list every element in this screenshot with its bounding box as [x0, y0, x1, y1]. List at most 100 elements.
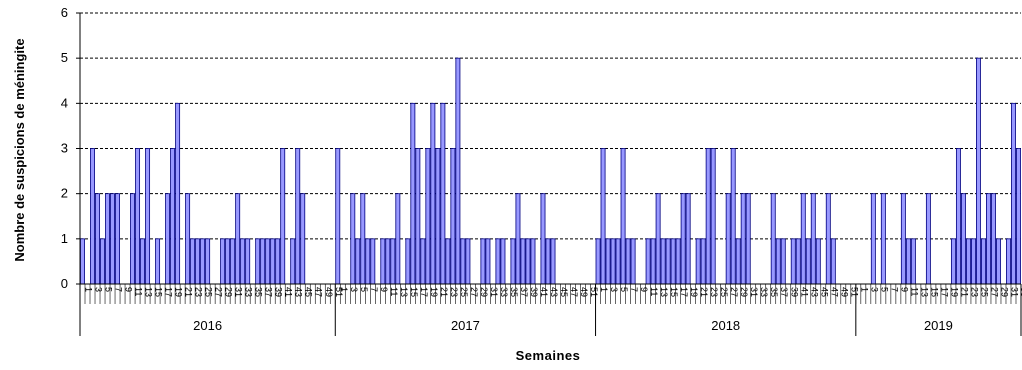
week-tick-label: 29	[739, 287, 749, 297]
bar	[725, 193, 731, 285]
bar	[660, 238, 666, 285]
week-tick-label: 31	[1010, 287, 1020, 297]
week-tick-label: 35	[769, 287, 779, 297]
bar	[770, 193, 776, 285]
week-tick-label: 39	[789, 287, 799, 297]
week-tick-label: 25	[719, 287, 729, 297]
bar	[630, 238, 636, 285]
bars	[80, 57, 1021, 285]
gridlines	[80, 12, 1021, 240]
week-tick-label: 51	[849, 287, 859, 297]
week-tick-label: 43	[294, 287, 304, 297]
week-tick-label: 35	[509, 287, 519, 297]
bar	[976, 57, 981, 285]
week-tick-label: 11	[134, 287, 144, 296]
bar	[235, 193, 241, 285]
bar	[830, 238, 836, 285]
bar	[445, 238, 451, 285]
bar	[500, 238, 506, 285]
bar	[205, 238, 211, 285]
bar	[650, 238, 656, 285]
bar	[530, 238, 536, 285]
bar	[655, 193, 661, 285]
bar	[965, 238, 971, 285]
week-tick-label: 37	[264, 287, 274, 297]
bar	[620, 148, 626, 285]
bar	[550, 238, 556, 285]
bar	[730, 148, 736, 285]
week-tick-label: 17	[679, 287, 689, 297]
bar	[925, 193, 931, 285]
bar	[225, 238, 231, 285]
week-tick-label: 23	[194, 287, 204, 297]
week-tick-label: 7	[889, 287, 899, 292]
bar	[145, 148, 151, 285]
week-tick-label: 37	[779, 287, 789, 297]
week-tick-label: 11	[649, 287, 659, 296]
week-tick-label: 19	[174, 287, 184, 297]
bar	[986, 193, 991, 285]
week-tick-label: 5	[359, 287, 369, 292]
week-tick-label: 21	[184, 287, 194, 297]
axes	[76, 12, 1022, 336]
week-tick-label: 33	[759, 287, 769, 297]
bar	[480, 238, 486, 285]
bar	[420, 238, 426, 285]
week-tick-label: 45	[819, 287, 829, 297]
week-tick-label: 9	[899, 287, 909, 292]
bar	[610, 238, 616, 285]
bar	[595, 238, 601, 285]
y-tick-label: 3	[61, 141, 68, 156]
bar	[735, 238, 741, 285]
bar	[485, 238, 491, 285]
bar	[740, 193, 746, 285]
week-tick-label: 9	[379, 287, 389, 292]
bar	[360, 193, 366, 285]
bar	[290, 238, 296, 285]
week-tick-label: 11	[389, 287, 399, 296]
bar	[220, 238, 226, 285]
bar	[350, 193, 356, 285]
bar	[115, 193, 120, 285]
x-axis-label: Semaines	[516, 348, 581, 363]
week-tick-label: 3	[609, 287, 619, 292]
week-tick-label: 9	[124, 287, 134, 292]
bar	[80, 238, 85, 285]
week-tick-label: 13	[399, 287, 409, 297]
bar	[815, 238, 821, 285]
week-tick-label: 5	[619, 287, 629, 292]
y-tick-label: 0	[61, 276, 68, 291]
y-tick-label: 6	[61, 5, 68, 20]
bar	[440, 102, 446, 285]
week-tick-label: 3	[94, 287, 104, 292]
week-tick-label: 35	[254, 287, 264, 297]
week-tick-label: 39	[274, 287, 284, 297]
week-tick-label: 27	[214, 287, 224, 297]
bar	[825, 193, 831, 285]
bar	[695, 238, 701, 285]
week-tick-label: 27	[990, 287, 1000, 297]
week-tick-label: 33	[244, 287, 254, 297]
bar	[680, 193, 686, 285]
bar	[625, 238, 631, 285]
week-tick-label: 45	[559, 287, 569, 297]
week-tick-label: 5	[879, 287, 889, 292]
week-tick-label: 19	[949, 287, 959, 297]
bar	[455, 57, 461, 285]
week-tick-label: 25	[204, 287, 214, 297]
week-tick-label: 13	[659, 287, 669, 297]
week-tick-label: 19	[689, 287, 699, 297]
week-tick-label: 1	[84, 287, 94, 292]
week-tick-label: 1	[339, 287, 349, 292]
week-tick-label: 41	[799, 287, 809, 297]
bar	[600, 148, 606, 285]
bar	[675, 238, 681, 285]
bar	[275, 238, 281, 285]
week-tick-label: 43	[809, 287, 819, 297]
bar	[700, 238, 706, 285]
bar	[365, 238, 371, 285]
week-tick-label: 7	[369, 287, 379, 292]
bar	[800, 193, 806, 285]
y-axis-label: Nombre de suspicions de méningite	[12, 38, 27, 261]
week-tick-label: 47	[829, 287, 839, 297]
